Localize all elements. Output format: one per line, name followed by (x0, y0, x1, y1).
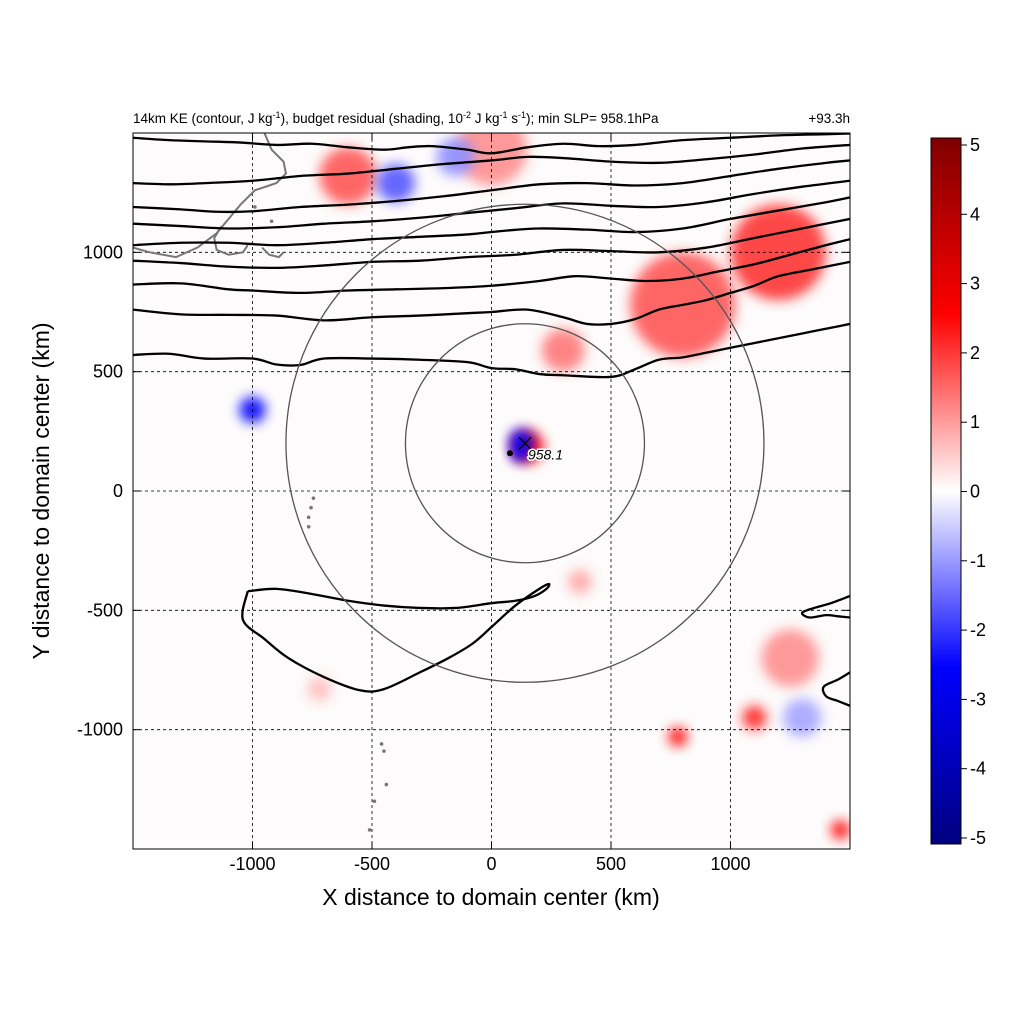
chart-time-label: +93.3h (808, 111, 850, 126)
x-tick-label: -1000 (229, 854, 275, 874)
ke-contours (133, 133, 850, 707)
storm-center-marker (518, 436, 532, 450)
residual-patch (668, 727, 688, 747)
x-tick-label: 1000 (710, 854, 750, 874)
island (309, 505, 313, 510)
y-tick-label: 0 (113, 481, 123, 501)
ke-contour-line (133, 179, 850, 230)
residual-patch (742, 705, 767, 730)
ke-contour-line (133, 133, 850, 155)
range-circle (285, 203, 765, 683)
storm-center: 958.1 (506, 436, 565, 464)
island (311, 496, 316, 500)
coastlines (133, 133, 389, 832)
island (253, 205, 257, 209)
x-axis-label: X distance to domain center (km) (322, 884, 659, 910)
residual-patch (567, 569, 592, 594)
island (367, 828, 372, 832)
x-tick-label: 0 (486, 854, 496, 874)
title-superscript: -2 (463, 110, 471, 120)
ke-contour-line (133, 238, 850, 295)
island (306, 515, 311, 520)
ke-contour-line (800, 594, 850, 619)
residual-patch (783, 698, 822, 737)
title-superscript: -1 (273, 110, 281, 120)
title-text: J kg (471, 111, 500, 126)
residual-patch (376, 164, 416, 203)
title-superscript: -1 (518, 110, 526, 120)
residual-patch (436, 137, 475, 176)
island (269, 219, 274, 224)
residual-patch (541, 328, 585, 372)
colorbar-tick-label: -1 (970, 551, 986, 571)
x-axis: -1000 -500 0 500 1000 (229, 133, 751, 874)
residual-patch (830, 820, 850, 840)
y-tick-label: 1000 (83, 242, 123, 262)
storm-eye-dot (506, 450, 513, 457)
ke-contour-line (133, 159, 850, 214)
residual-patch (319, 147, 377, 205)
colorbar-tick-label: -4 (970, 759, 986, 779)
ke-contour-line (133, 143, 850, 186)
x-tick-label: -500 (354, 854, 390, 874)
y-axis: -1000 -500 0 500 1000 (77, 242, 850, 740)
island (306, 525, 311, 529)
y-tick-label: -1000 (77, 720, 123, 740)
title-text: s (508, 111, 519, 126)
island (382, 749, 386, 753)
y-tick-label: -500 (87, 600, 123, 620)
coastline (213, 225, 249, 256)
ke-contour-line (241, 582, 551, 693)
island (372, 799, 377, 804)
ke-contour-line (133, 217, 850, 270)
min-slp-label: 958.1 (528, 446, 563, 462)
colorbar-tick-label: -2 (970, 620, 986, 640)
colorbar (930, 137, 962, 845)
colorbar-tick-label: 5 (970, 135, 980, 155)
plot-content: 958.1 (133, 133, 850, 849)
title-superscript: -1 (499, 110, 507, 120)
colorbar-tick-label: 0 (970, 482, 980, 502)
colorbar-ticks: 5 4 3 2 1 0 -1 -2 -3 -4 -5 (961, 135, 986, 848)
island (384, 782, 389, 787)
ke-contour-line (133, 322, 850, 379)
colorbar-tick-label: 3 (970, 274, 980, 294)
residual-patch (510, 443, 530, 463)
colorbar-tick-label: 1 (970, 412, 980, 432)
coastline (261, 246, 285, 259)
y-tick-label: 500 (93, 362, 123, 382)
x-tick-label: 500 (596, 854, 626, 874)
colorbar-tick-label: 4 (970, 204, 980, 224)
colorbar-tick-label: -3 (970, 689, 986, 709)
title-text: ), budget residual (shading, 10 (281, 111, 463, 126)
coastline (133, 133, 288, 259)
title-text: ); min SLP= 958.1hPa (526, 111, 659, 126)
title-text: 14km KE (contour, J kg (133, 111, 273, 126)
ke-contour-line (133, 260, 850, 326)
range-circles (285, 203, 765, 683)
ke-contour-line (133, 196, 850, 247)
residual-patch (761, 629, 819, 687)
residual-patch (307, 677, 332, 702)
colorbar-tick-label: 2 (970, 343, 980, 363)
island (379, 742, 384, 746)
ke-contour-line (821, 671, 850, 707)
colorbar-tick-label: -5 (970, 828, 986, 848)
y-axis-label: Y distance to domain center (km) (28, 322, 54, 659)
range-circle (404, 323, 646, 564)
chart-title: 14km KE (contour, J kg-1), budget residu… (133, 110, 659, 126)
grid-lines (133, 133, 850, 849)
